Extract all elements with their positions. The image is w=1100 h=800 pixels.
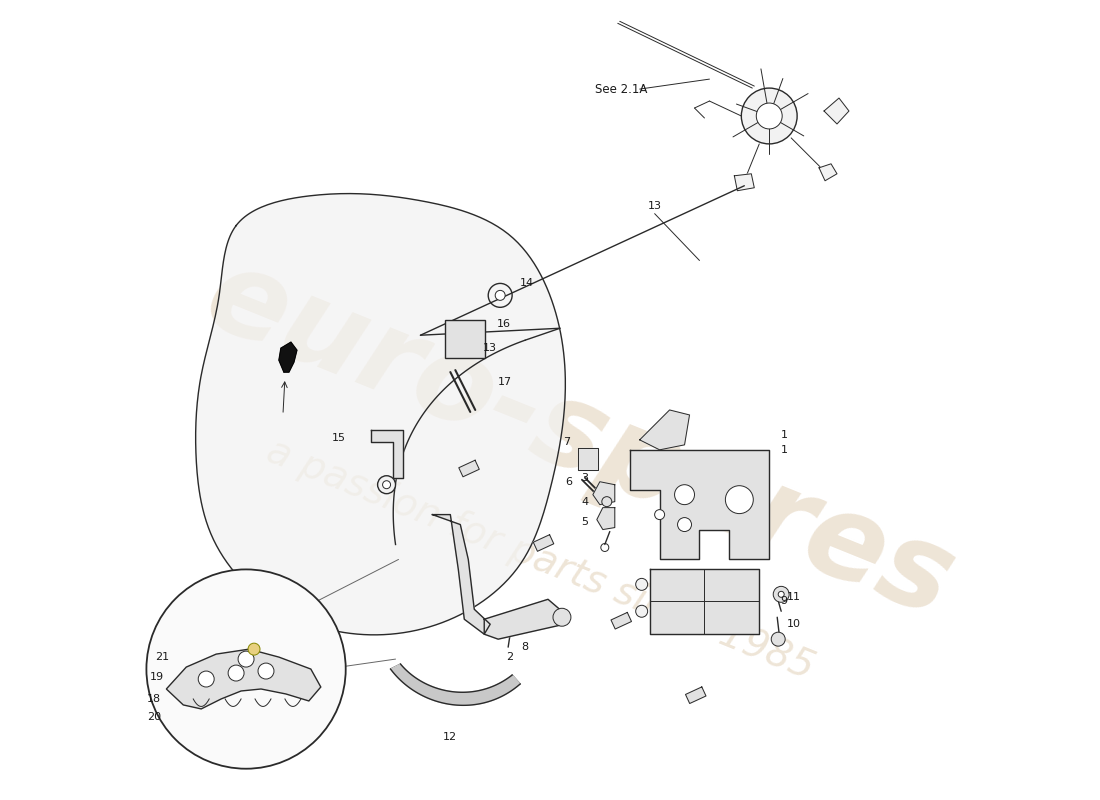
Text: 13: 13 (648, 201, 661, 210)
Circle shape (636, 606, 648, 618)
Circle shape (495, 290, 505, 300)
Polygon shape (432, 514, 491, 634)
Circle shape (377, 476, 396, 494)
Text: 1: 1 (781, 430, 788, 440)
Text: 21: 21 (155, 652, 169, 662)
Text: 18: 18 (147, 694, 162, 704)
Circle shape (773, 586, 789, 602)
Polygon shape (534, 534, 553, 551)
Polygon shape (593, 482, 615, 505)
Text: 3: 3 (582, 473, 588, 482)
Polygon shape (279, 342, 297, 372)
Circle shape (198, 671, 214, 687)
Circle shape (249, 643, 260, 655)
Circle shape (741, 88, 798, 144)
Text: 17: 17 (498, 377, 513, 387)
Circle shape (258, 663, 274, 679)
Polygon shape (735, 174, 755, 190)
Circle shape (674, 485, 694, 505)
Polygon shape (578, 448, 597, 470)
Circle shape (778, 591, 784, 598)
Circle shape (228, 665, 244, 681)
Text: 12: 12 (443, 732, 458, 742)
Text: 5: 5 (582, 517, 588, 526)
Circle shape (678, 518, 692, 531)
Polygon shape (610, 613, 631, 629)
Polygon shape (685, 687, 706, 703)
FancyBboxPatch shape (446, 320, 485, 358)
Circle shape (771, 632, 785, 646)
Circle shape (725, 486, 754, 514)
Circle shape (654, 510, 664, 519)
Circle shape (553, 608, 571, 626)
Text: 13: 13 (483, 343, 497, 353)
Text: 10: 10 (788, 619, 801, 630)
Text: 4: 4 (581, 497, 589, 506)
Polygon shape (459, 460, 480, 477)
Polygon shape (196, 194, 565, 635)
Text: a passion for parts since 1985: a passion for parts since 1985 (261, 432, 820, 687)
Circle shape (602, 497, 612, 506)
Circle shape (636, 578, 648, 590)
Text: 11: 11 (788, 592, 801, 602)
Text: 6: 6 (565, 477, 572, 486)
Polygon shape (650, 570, 759, 634)
Text: 8: 8 (521, 642, 529, 652)
Text: 1: 1 (781, 445, 788, 455)
Text: 2: 2 (507, 652, 514, 662)
Polygon shape (820, 164, 837, 181)
Circle shape (146, 570, 345, 769)
Text: 16: 16 (497, 319, 512, 330)
Text: euro-spares: euro-spares (189, 238, 970, 642)
Polygon shape (629, 450, 769, 559)
Text: 7: 7 (563, 437, 570, 447)
Text: 20: 20 (147, 712, 162, 722)
Text: 15: 15 (332, 433, 345, 443)
Text: See 2.1A: See 2.1A (595, 82, 647, 95)
Polygon shape (640, 410, 690, 450)
Polygon shape (824, 98, 849, 124)
Text: 19: 19 (151, 672, 164, 682)
Circle shape (757, 103, 782, 129)
Circle shape (383, 481, 390, 489)
Text: 9: 9 (781, 596, 788, 606)
Polygon shape (371, 430, 403, 478)
Polygon shape (166, 649, 321, 709)
Polygon shape (484, 599, 562, 639)
Circle shape (238, 651, 254, 667)
Text: 14: 14 (520, 278, 535, 289)
Polygon shape (597, 508, 615, 530)
Polygon shape (390, 664, 520, 706)
